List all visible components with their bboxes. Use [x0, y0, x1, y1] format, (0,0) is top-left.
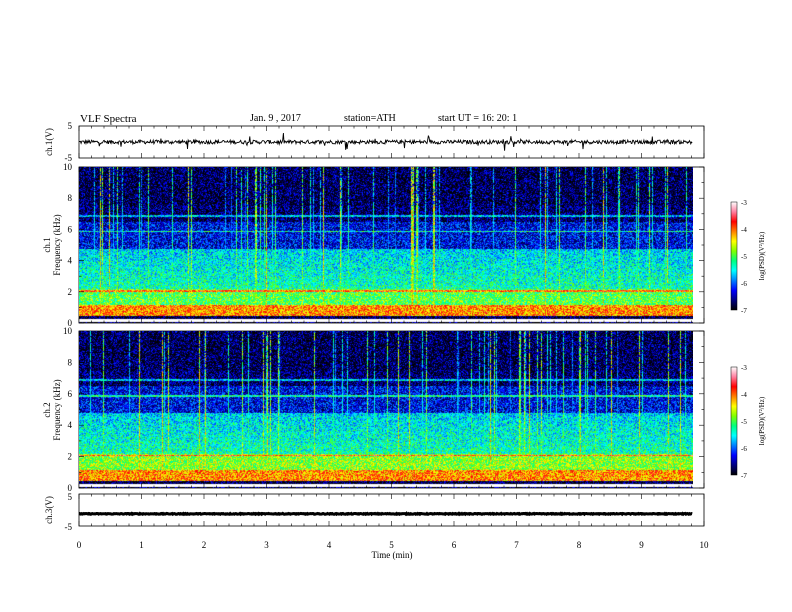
ch3-ytick-top: 5: [68, 492, 73, 502]
freq-tick-label: 6: [68, 224, 73, 234]
ch1-waveform-trace: [78, 132, 693, 151]
freq-tick-label: 4: [68, 420, 73, 430]
x-tick-label: 2: [202, 540, 207, 550]
colorbar-tick-label: -6: [741, 280, 747, 288]
freq-tick-label: 6: [68, 389, 73, 399]
colorbar-tick-label: -3: [741, 364, 747, 372]
figure-title: VLF Spectra: [80, 113, 137, 125]
ch2-spec-ylabel-ch: ch.2: [42, 402, 52, 417]
colorbar-ch1-tick-labels: -3 -4 -5 -6 -7: [741, 199, 747, 315]
date-label: Jan. 9 , 2017: [250, 113, 301, 124]
ch1-freq-tick-labels: 0 2 4 6 8 10: [63, 162, 73, 328]
ch3-ytick-bottom: -5: [65, 522, 73, 532]
station-label: station=ATH: [344, 113, 396, 124]
x-tick-label: 6: [452, 540, 457, 550]
freq-tick-label: 2: [68, 287, 73, 297]
ch1-spectrogram-image: [79, 167, 693, 323]
colorbar-tick-label: -5: [741, 253, 747, 261]
ch1-ytick-top: 5: [68, 121, 73, 131]
x-tick-label: 7: [514, 540, 519, 550]
x-tick-labels: 0 1 2 3 4 5 6 7 8 9 10: [77, 540, 709, 550]
x-tick-label: 9: [639, 540, 644, 550]
colorbar-ch2-label: log(PSD)(V²/Hz): [758, 396, 766, 445]
ch3-waveform-panel: 5 -5 ch.3(V): [44, 492, 705, 532]
ch1-ticks: [78, 126, 705, 158]
ch1-ylabel: ch.1(V): [44, 128, 54, 156]
freq-tick-label: 8: [68, 193, 73, 203]
freq-tick-label: 10: [63, 326, 73, 336]
ch1-ytick-bottom: -5: [65, 153, 73, 163]
x-axis-label: Time (min): [372, 550, 413, 560]
x-tick-label: 0: [77, 540, 82, 550]
freq-tick-label: 4: [68, 256, 73, 266]
ch2-freq-tick-labels: 0 2 4 6 8 10: [63, 326, 73, 493]
ch2-spec-ylabel-freq: Frequency (kHz): [52, 379, 62, 440]
colorbar-ch1-scale: [730, 201, 738, 311]
colorbar-tick-label: -4: [741, 226, 747, 234]
ch2-spectrogram-image: [79, 331, 693, 488]
ch1-spec-ylabel-freq: Frequency (kHz): [52, 214, 62, 275]
colorbar-ch1: -3 -4 -5 -6 -7 log(PSD)(V²/Hz): [730, 199, 766, 315]
colorbar-tick-label: -7: [741, 472, 747, 480]
ch3-ylabel: ch.3(V): [44, 496, 54, 524]
colorbar-ch2-tick-labels: -3 -4 -5 -6 -7: [741, 364, 747, 480]
x-tick-label: 1: [139, 540, 144, 550]
freq-tick-label: 8: [68, 357, 73, 367]
x-tick-label: 4: [327, 540, 332, 550]
x-tick-label: 8: [577, 540, 582, 550]
freq-tick-label: 0: [68, 483, 73, 493]
colorbar-tick-label: -4: [741, 391, 747, 399]
ch3-ticks: [78, 494, 705, 526]
start-time-label: start UT = 16: 20: 1: [438, 113, 518, 124]
colorbar-tick-label: -7: [741, 307, 747, 315]
ch2-spectrogram-panel: 0 2 4 6 8 10 ch.2 Frequency (kHz): [42, 326, 705, 493]
ch3-waveform-trace: [78, 511, 693, 517]
ch1-waveform-panel: 5 -5 ch.1(V): [44, 121, 705, 163]
colorbar-ch1-label: log(PSD)(V²/Hz): [758, 231, 766, 280]
x-tick-label: 10: [700, 540, 710, 550]
ch2-spectrogram-ticks: [78, 330, 705, 489]
freq-tick-label: 0: [68, 318, 73, 328]
x-tick-label: 3: [264, 540, 269, 550]
ch1-spec-ylabel-ch: ch.1: [42, 237, 52, 252]
x-tick-label: 5: [389, 540, 394, 550]
ch1-spectrogram-ticks: [78, 166, 705, 324]
colorbar-tick-label: -3: [741, 199, 747, 207]
ch1-spectrogram-panel: 0 2 4 6 8 10 ch.1 Frequency (kHz): [42, 162, 705, 328]
colorbar-tick-label: -5: [741, 418, 747, 426]
freq-tick-label: 2: [68, 452, 73, 462]
colorbar-ch2: -3 -4 -5 -6 -7 log(PSD)(V²/Hz): [730, 364, 766, 480]
colorbar-tick-label: -6: [741, 445, 747, 453]
colorbar-ch2-scale: [730, 366, 738, 476]
freq-tick-label: 10: [63, 162, 73, 172]
ch3-waveform-frame: [78, 493, 705, 527]
